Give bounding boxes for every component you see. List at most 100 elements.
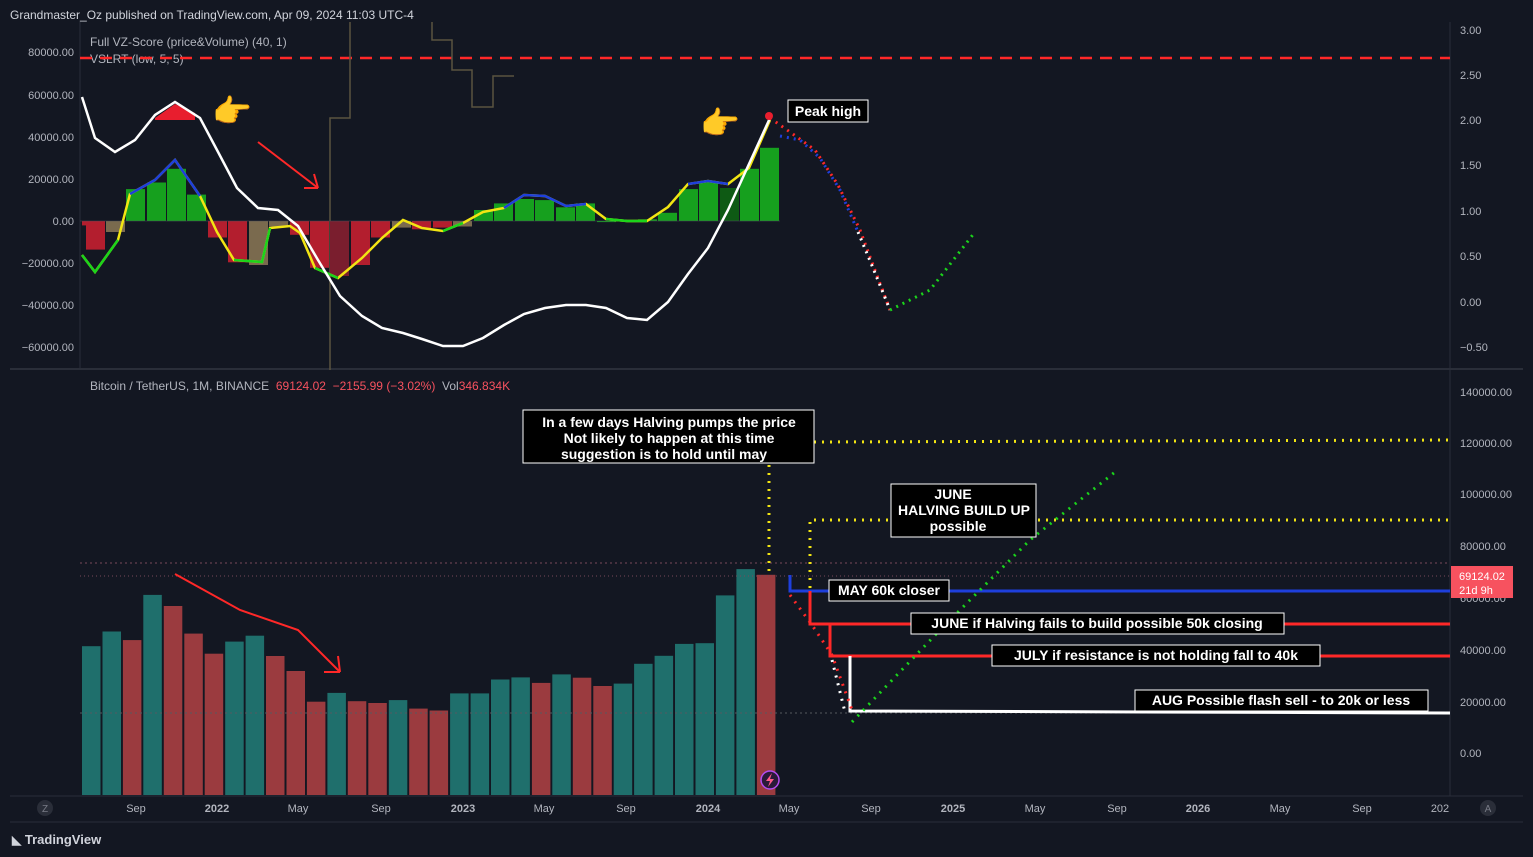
histogram-bar — [228, 221, 247, 263]
halving-note-box — [522, 409, 815, 464]
histogram-bar — [167, 168, 186, 222]
histogram-bar — [474, 210, 493, 221]
projection-white-top — [856, 231, 892, 311]
volume-value: 346.834K — [458, 379, 511, 393]
top-left-tick: 20000.00 — [28, 174, 74, 186]
top-right-tick: 2.50 — [1460, 70, 1481, 82]
price-candles — [82, 569, 776, 796]
price-candle[interactable] — [756, 574, 776, 795]
price-candle[interactable] — [347, 701, 367, 795]
histogram-bar — [330, 221, 349, 276]
time-axis-label: 2026 — [1186, 803, 1210, 815]
june-note-label: JUNE if Halving fails to build possible … — [931, 615, 1262, 631]
may-note-label: MAY 60k closer — [838, 582, 941, 598]
price-candle[interactable] — [306, 701, 326, 795]
price-candle[interactable] — [184, 633, 203, 795]
volume-label: Vol — [442, 379, 459, 393]
bottom-right-tick: 100000.00 — [1460, 489, 1512, 501]
histogram-bar — [371, 221, 390, 238]
price-candle[interactable] — [450, 693, 469, 795]
price-candle[interactable] — [286, 671, 306, 795]
price-candle[interactable] — [388, 700, 408, 795]
price-candle[interactable] — [531, 682, 551, 795]
price-candle[interactable] — [491, 679, 510, 796]
top-left-tick: 60000.00 — [28, 90, 74, 102]
price-candle[interactable] — [593, 686, 612, 795]
price-candle[interactable] — [613, 683, 633, 795]
price-candle[interactable] — [122, 640, 142, 795]
price-candle[interactable] — [511, 677, 530, 795]
top-right-tick: −0.50 — [1460, 342, 1488, 354]
projection-green-top — [889, 231, 977, 312]
price-candle[interactable] — [736, 569, 755, 795]
july-note-box — [991, 644, 1321, 667]
bottom-right-tick: 20000.00 — [1460, 697, 1506, 709]
price-candle[interactable] — [327, 692, 346, 795]
price-candle[interactable] — [654, 655, 674, 795]
symbol-legend[interactable]: Bitcoin / TetherUS, 1M, BINANCE 69124.02… — [90, 379, 510, 393]
price-candle[interactable] — [695, 643, 715, 795]
price-candle[interactable] — [143, 594, 162, 795]
tradingview-logo-icon: ◣ — [12, 833, 22, 847]
price-candle[interactable] — [715, 595, 735, 795]
june-buildup-box — [890, 483, 1037, 538]
projection-red-top — [769, 116, 892, 311]
symbol-price: 69124.02 — [275, 379, 326, 393]
top-left-tick: −40000.00 — [22, 300, 74, 312]
down-arrowhead-top — [304, 173, 319, 189]
histogram-bar — [556, 207, 575, 222]
halving-note-line3: suggestion is to hold until may — [561, 446, 767, 462]
bottom-right-tick: 0.00 — [1460, 748, 1481, 760]
price-candle[interactable] — [266, 656, 285, 795]
june-buildup-line2: HALVING BUILD UP — [898, 502, 1030, 518]
time-axis-label: May — [288, 803, 309, 815]
price-candle[interactable] — [634, 663, 653, 795]
symbol-name: Bitcoin / TetherUS, 1M, BINANCE — [90, 379, 270, 393]
time-axis-label: 2024 — [696, 803, 721, 815]
down-arrow-bottom — [174, 573, 341, 673]
time-axis-label: May — [1025, 803, 1046, 815]
target-120k-line — [813, 438, 1451, 444]
time-axis-label: May — [1270, 803, 1291, 815]
price-candle[interactable] — [204, 653, 224, 795]
bottom-right-tick: 140000.00 — [1460, 387, 1512, 399]
projection-white-bottom — [830, 659, 847, 713]
time-axis-label: Sep — [861, 803, 881, 815]
top-left-tick: −60000.00 — [22, 342, 74, 354]
time-axis-label: 2022 — [205, 803, 229, 815]
price-candle[interactable] — [470, 693, 490, 795]
halving-note-line2: Not likely to happen at this time — [564, 430, 775, 446]
vz-histogram — [82, 147, 779, 276]
aug-note-box — [1134, 689, 1429, 712]
price-candle[interactable] — [368, 703, 387, 795]
pointing-hand-icon-left: 👉 — [212, 93, 252, 129]
indicator-legend-vslrt[interactable]: VSLRT (low, 5, 5) — [90, 52, 184, 66]
top-right-tick: 1.00 — [1460, 206, 1481, 218]
time-axis-label: Sep — [1107, 803, 1127, 815]
timezone-icon — [37, 800, 53, 816]
price-candle[interactable] — [675, 643, 694, 795]
price-candle[interactable] — [163, 606, 183, 795]
price-candle[interactable] — [409, 708, 428, 795]
may-note-box — [828, 579, 950, 602]
peak-dot — [765, 112, 773, 120]
price-candle[interactable] — [429, 710, 449, 796]
price-candle[interactable] — [552, 674, 571, 795]
histogram-bar — [86, 221, 105, 250]
vslrt-segment-green-2 — [233, 227, 272, 264]
projection-blue-top — [779, 134, 860, 233]
price-candle[interactable] — [225, 641, 244, 795]
time-axis-label: Sep — [126, 803, 146, 815]
down-arrow-top — [257, 141, 319, 189]
price-candle[interactable] — [245, 635, 265, 795]
histogram-bar — [187, 194, 206, 221]
price-candle[interactable] — [572, 677, 592, 795]
june-note-box — [910, 612, 1285, 635]
histogram-bar — [147, 182, 166, 221]
time-axis-label: Sep — [371, 803, 391, 815]
indicator-legend-vzscore[interactable]: Full VZ-Score (price&Volume) (40, 1) — [90, 35, 287, 49]
tradingview-brand[interactable]: ◣ TradingView — [12, 832, 101, 847]
histogram-bar — [658, 212, 677, 222]
price-candle[interactable] — [82, 646, 101, 795]
